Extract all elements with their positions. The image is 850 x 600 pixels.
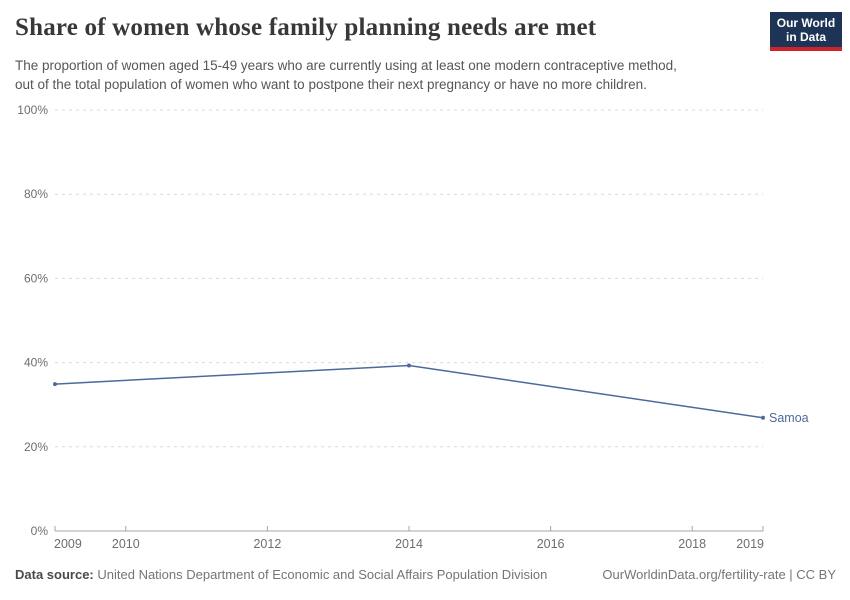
x-tick-label: 2010	[112, 537, 140, 551]
data-source-note: Data source: United Nations Department o…	[15, 567, 547, 582]
series-end-label: Samoa	[769, 411, 809, 425]
y-tick-label: 40%	[24, 356, 48, 370]
x-tick-label: 2014	[395, 537, 423, 551]
chart-subtitle: The proportion of women aged 15-49 years…	[15, 56, 775, 94]
owid-logo-line1: Our World	[776, 16, 836, 30]
y-tick-label: 0%	[31, 524, 49, 538]
y-tick-label: 80%	[24, 187, 48, 201]
subtitle-line: The proportion of women aged 15-49 years…	[15, 58, 677, 73]
series-line	[54, 364, 764, 419]
y-tick-label: 100%	[17, 103, 48, 117]
page-title: Share of women whose family planning nee…	[15, 14, 597, 41]
line-chart: 0% 20% 40% 60% 80% 100% 2009 2010 2012 2014 2016 20…	[17, 103, 809, 551]
owid-logo-line2: in Data	[785, 30, 826, 44]
x-tick-label: 2019	[736, 537, 764, 551]
data-source-value: United Nations Department of Economic an…	[97, 567, 548, 582]
x-tick-label: 2012	[253, 537, 281, 551]
y-tick-label: 20%	[24, 440, 48, 454]
y-tick-label: 60%	[24, 271, 48, 285]
owid-citation-link[interactable]: OurWorldinData.org/fertility-rate | CC B…	[602, 567, 836, 582]
x-tick-label: 2009	[54, 537, 82, 551]
data-point-marker	[407, 363, 411, 368]
owid-logo[interactable]: Our World in Data	[770, 12, 842, 51]
data-point-marker	[53, 382, 57, 387]
data-point-marker	[761, 415, 765, 420]
x-tick-label: 2018	[678, 537, 706, 551]
data-source-label: Data source:	[15, 567, 94, 582]
chart-footer: Data source: United Nations Department o…	[15, 567, 836, 582]
subtitle-line: out of the total population of women who…	[15, 77, 647, 92]
x-tick-label: 2016	[537, 537, 565, 551]
